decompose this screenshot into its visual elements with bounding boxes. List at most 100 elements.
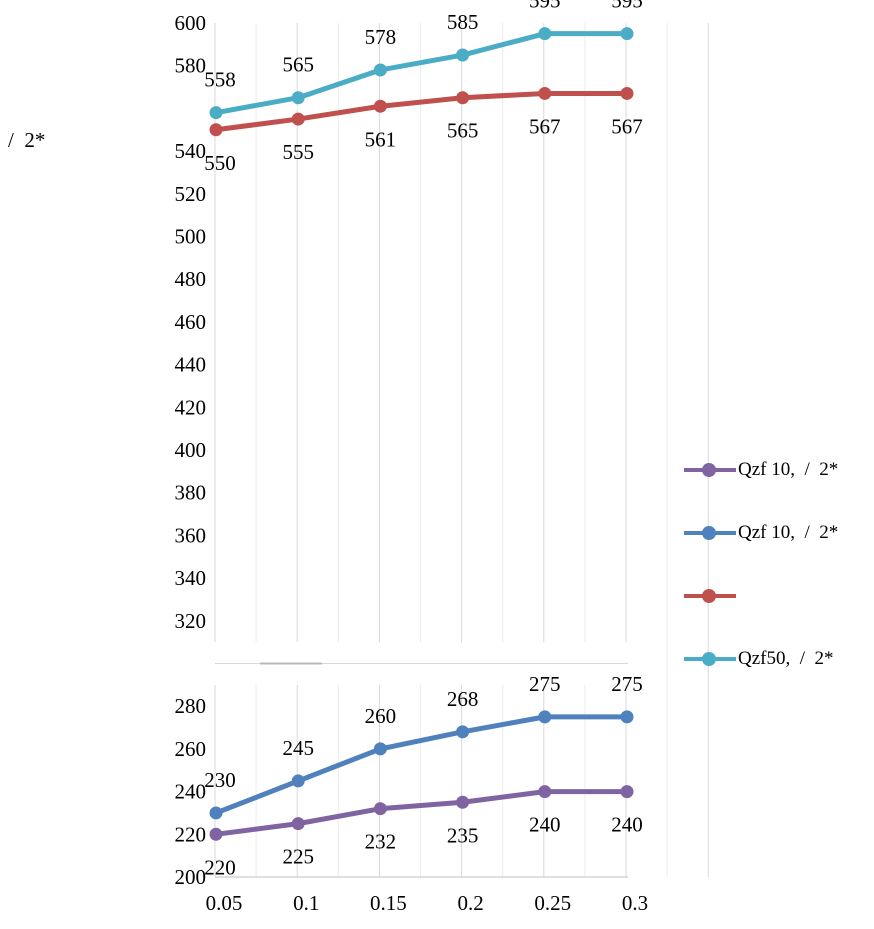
data-label: 275: [611, 672, 643, 696]
data-label: 240: [529, 813, 561, 837]
data-point: [456, 48, 470, 62]
y-tick-label: 500: [175, 225, 207, 249]
legend-item: [684, 584, 738, 608]
x-axis: 0.05 0.1 0.15 0.2 0.25 0.3: [206, 891, 649, 915]
y-tick-label: 380: [175, 481, 207, 505]
data-point: [209, 827, 223, 841]
series-4: 558 565 578 585 595 595: [204, 0, 643, 120]
y-tick-label: 260: [175, 737, 207, 761]
data-label: 235: [447, 823, 479, 847]
data-point: [456, 91, 470, 105]
series-2: 230 245 260 268 275 275: [204, 672, 643, 820]
series-line: [213, 90, 630, 133]
series-line: [213, 31, 630, 116]
x-tick-label: 0.15: [370, 891, 407, 915]
data-point: [291, 817, 305, 831]
data-label: 225: [282, 845, 314, 869]
gridlines: [214, 23, 709, 878]
axis-break-gap: [260, 106, 322, 110]
y-axis-label: / 2*: [8, 128, 46, 152]
series-1: 220 225 232 235 240 240: [204, 785, 643, 879]
y-tick-label: 600: [175, 11, 207, 35]
legend-label: Qzf 10, / 2*: [738, 459, 839, 480]
data-label: 585: [447, 10, 479, 34]
legend-marker: [684, 584, 736, 608]
data-label: 232: [365, 830, 397, 854]
data-label: 561: [365, 127, 397, 151]
data-point: [373, 63, 387, 77]
y-axis: 200 220 240 260 280 320 340 360 380 400 420 440 460 4…: [175, 11, 207, 889]
x-tick-label: 0.25: [534, 891, 571, 915]
data-point: [291, 112, 305, 126]
series-line: [213, 714, 630, 816]
data-label: 550: [204, 151, 236, 175]
data-label: 268: [447, 687, 479, 711]
data-point: [373, 99, 387, 113]
y-tick-label: 440: [175, 353, 207, 377]
data-point: [456, 795, 470, 809]
y-tick-label: 240: [175, 780, 207, 804]
data-point: [620, 86, 634, 100]
y-tick-label: 340: [175, 566, 207, 590]
data-label: 595: [611, 0, 643, 13]
y-tick-label: 480: [175, 267, 207, 291]
data-point: [373, 802, 387, 816]
data-point: [373, 742, 387, 756]
series-line: [213, 789, 630, 837]
x-tick-label: 0.2: [457, 891, 483, 915]
data-label: 567: [611, 114, 643, 138]
data-point: [291, 774, 305, 788]
data-point: [538, 86, 552, 100]
data-label: 245: [282, 736, 314, 760]
y-tick-label: 420: [175, 395, 207, 419]
legend-label: Qzf50, / 2*: [738, 648, 834, 669]
data-label: 595: [529, 0, 561, 13]
data-label: 260: [365, 704, 397, 728]
data-point: [620, 27, 634, 41]
data-label: 275: [529, 672, 561, 696]
y-tick-label: 280: [175, 694, 207, 718]
data-label: 220: [204, 855, 236, 879]
y-tick-label: 360: [175, 523, 207, 547]
data-point: [538, 710, 552, 724]
y-tick-label: 580: [175, 54, 207, 78]
legend-item: Qzf50, / 2*: [684, 647, 834, 671]
data-label: 565: [282, 53, 314, 77]
y-tick-label: 460: [175, 310, 207, 334]
data-point: [291, 91, 305, 105]
data-point: [538, 785, 552, 799]
data-point: [620, 785, 634, 799]
data-label: 558: [204, 68, 236, 92]
data-point: [209, 106, 223, 120]
data-point: [209, 806, 223, 820]
y-tick-label: 220: [175, 822, 207, 846]
data-label: 567: [529, 114, 561, 138]
axis-break: [212, 106, 631, 685]
legend-item: Qzf 10, / 2*: [684, 521, 838, 545]
legend-marker: [684, 458, 736, 482]
data-label: 555: [282, 140, 314, 164]
y-tick-label: 400: [175, 438, 207, 462]
data-label: 230: [204, 768, 236, 792]
legend-item: Qzf 10, / 2*: [684, 458, 838, 482]
data-point: [538, 27, 552, 41]
data-point: [456, 725, 470, 739]
x-tick-label: 0.05: [206, 891, 243, 915]
y-tick-label: 200: [175, 865, 207, 889]
legend-marker: [684, 647, 736, 671]
legend-marker: [684, 521, 736, 545]
y-tick-label: 320: [175, 609, 207, 633]
y-tick-label: 540: [175, 139, 207, 163]
data-label: 565: [447, 119, 479, 143]
data-label: 240: [611, 813, 643, 837]
series-3: 550 555 561 565 567 567: [204, 86, 643, 175]
x-tick-label: 0.3: [622, 891, 648, 915]
data-point: [209, 123, 223, 137]
y-tick-label: 520: [175, 182, 207, 206]
legend-label: Qzf 10, / 2*: [738, 522, 839, 543]
x-tick-label: 0.1: [293, 891, 319, 915]
data-point: [620, 710, 634, 724]
data-label: 578: [365, 25, 397, 49]
